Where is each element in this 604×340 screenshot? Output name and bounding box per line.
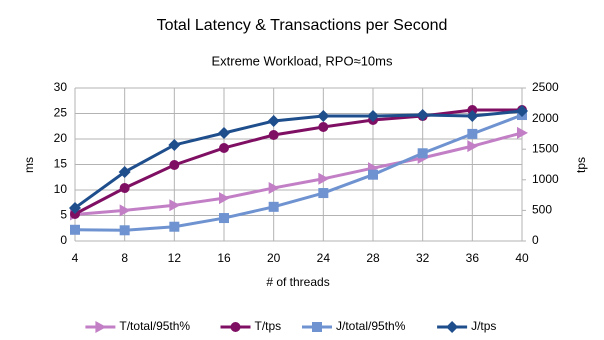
y-tick-label: 5 xyxy=(60,208,67,222)
x-tick-label: 40 xyxy=(515,251,529,265)
marker xyxy=(119,183,130,194)
x-tick-label: 16 xyxy=(217,251,231,265)
marker xyxy=(368,169,378,180)
marker xyxy=(516,105,528,118)
series-line xyxy=(74,131,523,216)
chart-title: Total Latency & Transactions per Second xyxy=(157,17,448,34)
marker xyxy=(318,121,329,132)
marker xyxy=(118,166,131,179)
y-tick-label: 25 xyxy=(54,106,68,120)
x-tick-label: 36 xyxy=(466,251,480,265)
marker xyxy=(70,209,80,220)
legend-label: T/tps xyxy=(255,319,282,333)
marker xyxy=(169,199,181,212)
y2-tick-label: 0 xyxy=(532,233,539,247)
x-tick-label: 20 xyxy=(267,251,281,265)
y2-tick-label: 1500 xyxy=(532,141,559,155)
x-tick-label: 32 xyxy=(416,251,430,265)
legend-label: J/tps xyxy=(471,319,496,333)
legend-label: J/total/95th% xyxy=(336,319,406,333)
y-tick-label: 0 xyxy=(60,233,67,247)
marker xyxy=(230,322,241,332)
y-axis-label: ms xyxy=(22,157,36,173)
marker xyxy=(312,322,322,332)
x-tick-label: 12 xyxy=(168,251,182,265)
y-tick-label: 10 xyxy=(54,182,68,196)
y2-tick-label: 2500 xyxy=(532,80,559,94)
marker xyxy=(268,130,279,141)
marker xyxy=(119,204,131,217)
marker xyxy=(466,110,479,123)
x-axis-label: # of threads xyxy=(266,275,329,289)
chart-subtitle: Extreme Workload, RPO≈10ms xyxy=(211,53,393,68)
marker xyxy=(318,172,330,185)
marker xyxy=(417,148,428,159)
legend-label: T/total/95th% xyxy=(119,319,190,333)
x-tick-label: 28 xyxy=(366,251,380,265)
marker xyxy=(317,110,330,123)
y2-axis-label: tps xyxy=(574,157,588,173)
marker xyxy=(169,221,180,232)
series-line xyxy=(74,109,523,210)
x-tick-label: 8 xyxy=(121,251,128,265)
marker xyxy=(219,213,229,224)
marker xyxy=(467,128,478,139)
y-tick-label: 20 xyxy=(54,131,68,145)
marker xyxy=(267,114,280,127)
marker xyxy=(446,321,459,333)
marker xyxy=(69,201,81,214)
marker xyxy=(168,138,181,151)
marker xyxy=(268,181,280,194)
x-tick-label: 4 xyxy=(72,251,79,265)
x-tick-label: 24 xyxy=(317,251,331,265)
marker xyxy=(218,126,230,139)
series-line xyxy=(74,108,522,216)
marker xyxy=(517,126,528,139)
marker xyxy=(169,159,180,170)
marker xyxy=(416,108,429,121)
y-tick-label: 30 xyxy=(54,80,68,94)
marker xyxy=(219,142,229,153)
y2-tick-label: 1000 xyxy=(532,172,559,186)
marker xyxy=(367,110,379,123)
y-tick-label: 15 xyxy=(54,157,68,171)
marker xyxy=(70,224,80,235)
marker xyxy=(467,140,479,153)
marker xyxy=(219,192,230,205)
marker xyxy=(268,201,279,212)
marker xyxy=(119,225,130,236)
y2-tick-label: 2000 xyxy=(532,111,559,125)
y2-tick-label: 500 xyxy=(532,203,552,217)
marker xyxy=(95,321,107,333)
marker xyxy=(318,188,329,199)
series-line xyxy=(74,113,523,232)
